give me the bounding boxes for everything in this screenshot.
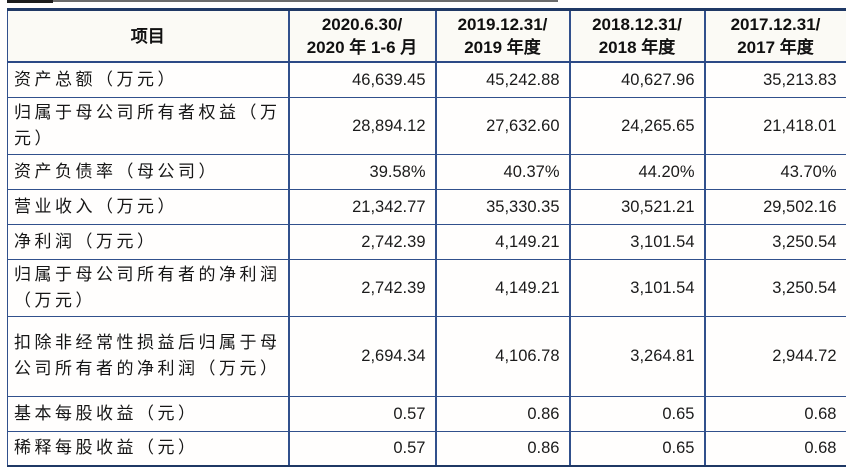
cell-value: 4,149.21 [435, 259, 571, 317]
cell-value: 21,418.01 [704, 97, 846, 155]
cell-value: 0.68 [704, 431, 846, 467]
cell-value: 0.65 [569, 396, 706, 432]
table-row-net-profit: 净利润（万元） 2,742.39 4,149.21 3,101.54 3,250… [7, 224, 846, 260]
cell-value: 39.58% [288, 154, 437, 190]
table-row-total-assets: 资产总额（万元） 46,639.45 45,242.88 40,627.96 3… [7, 62, 846, 98]
cell-value: 3,101.54 [569, 224, 706, 260]
table-row-parent-equity: 归属于母公司所有者权益（万元） 28,894.12 27,632.60 24,2… [7, 97, 846, 155]
cell-value: 0.57 [288, 431, 437, 467]
cropped-content-sliver [7, 0, 53, 3]
column-header-2019: 2019.12.31/ 2019 年度 [435, 9, 571, 63]
table-row-adjusted-net-profit: 扣除非经常性损益后归属于母公司所有者的净利润（万元） 2,694.34 4,10… [7, 316, 846, 397]
column-header-2017: 2017.12.31/ 2017 年度 [704, 9, 846, 63]
row-label: 营业收入（万元） [7, 189, 290, 225]
cell-value: 2,742.39 [288, 224, 437, 260]
cell-value: 0.65 [569, 431, 706, 467]
row-label: 扣除非经常性损益后归属于母公司所有者的净利润（万元） [7, 316, 290, 397]
cell-value: 24,265.65 [569, 97, 706, 155]
cell-value: 46,639.45 [288, 62, 437, 98]
row-label: 稀释每股收益（元） [7, 431, 290, 467]
cell-value: 27,632.60 [435, 97, 571, 155]
column-header-2020h1: 2020.6.30/ 2020 年 1-6 月 [288, 9, 437, 63]
cell-value: 30,521.21 [569, 189, 706, 225]
cell-value: 0.57 [288, 396, 437, 432]
cropped-content-sliver-thin [53, 0, 558, 2]
column-header-item: 项目 [7, 9, 290, 63]
cell-value: 3,264.81 [569, 316, 706, 397]
cell-value: 0.86 [435, 396, 571, 432]
cell-value: 29,502.16 [704, 189, 846, 225]
cell-value: 45,242.88 [435, 62, 571, 98]
cell-value: 35,213.83 [704, 62, 846, 98]
header-row: 项目 2020.6.30/ 2020 年 1-6 月 2019.12.31/ 2… [7, 9, 846, 63]
row-label: 归属于母公司所有者权益（万元） [7, 97, 290, 155]
row-label: 净利润（万元） [7, 224, 290, 260]
column-header-2018: 2018.12.31/ 2018 年度 [569, 9, 706, 63]
cell-value: 28,894.12 [288, 97, 437, 155]
cell-value: 40,627.96 [569, 62, 706, 98]
table-row-debt-ratio: 资产负债率（母公司） 39.58% 40.37% 44.20% 43.70% [7, 154, 846, 190]
cell-value: 4,149.21 [435, 224, 571, 260]
cell-value: 3,101.54 [569, 259, 706, 317]
financial-summary-table: 项目 2020.6.30/ 2020 年 1-6 月 2019.12.31/ 2… [7, 8, 846, 467]
table-row-revenue: 营业收入（万元） 21,342.77 35,330.35 30,521.21 2… [7, 189, 846, 225]
row-label: 基本每股收益（元） [7, 396, 290, 432]
cell-value: 4,106.78 [435, 316, 571, 397]
cell-value: 2,742.39 [288, 259, 437, 317]
cell-value: 2,694.34 [288, 316, 437, 397]
cell-value: 0.68 [704, 396, 846, 432]
cell-value: 40.37% [435, 154, 571, 190]
cell-value: 3,250.54 [704, 259, 846, 317]
row-label: 归属于母公司所有者的净利润（万元） [7, 259, 290, 317]
table-row-diluted-eps: 稀释每股收益（元） 0.57 0.86 0.65 0.68 [7, 431, 846, 467]
table-row-basic-eps: 基本每股收益（元） 0.57 0.86 0.65 0.68 [7, 396, 846, 432]
cell-value: 44.20% [569, 154, 706, 190]
cell-value: 0.86 [435, 431, 571, 467]
cell-value: 35,330.35 [435, 189, 571, 225]
cell-value: 43.70% [704, 154, 846, 190]
cell-value: 3,250.54 [704, 224, 846, 260]
table-row-parent-net-profit: 归属于母公司所有者的净利润（万元） 2,742.39 4,149.21 3,10… [7, 259, 846, 317]
cell-value: 21,342.77 [288, 189, 437, 225]
row-label: 资产总额（万元） [7, 62, 290, 98]
cell-value: 2,944.72 [704, 316, 846, 397]
row-label: 资产负债率（母公司） [7, 154, 290, 190]
